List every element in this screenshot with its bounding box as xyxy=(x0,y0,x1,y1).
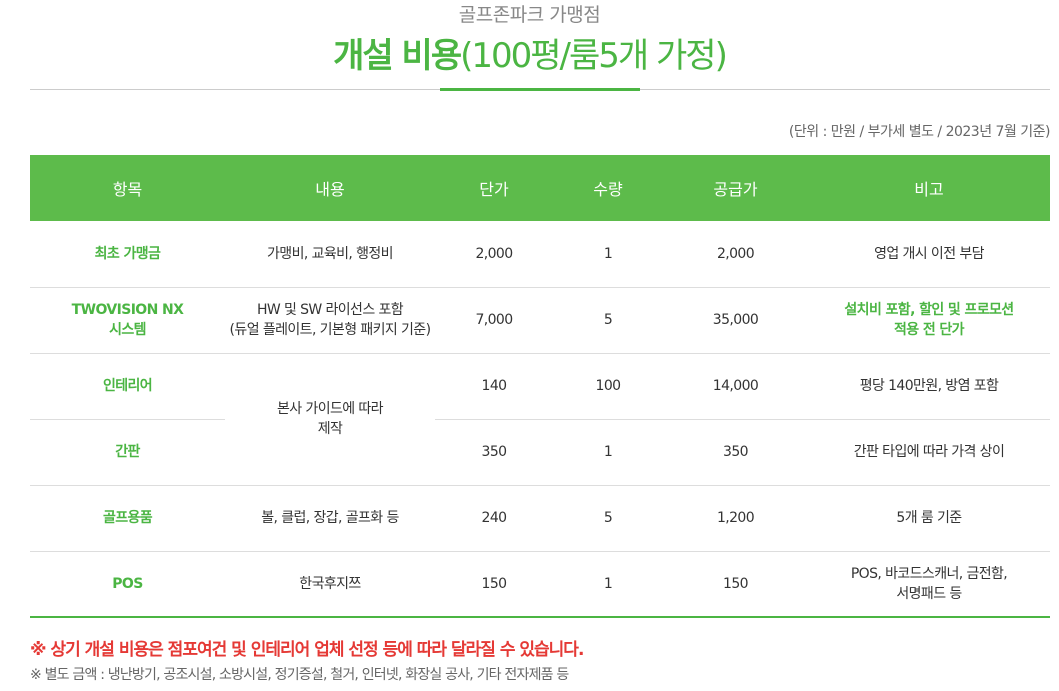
header-note: 비고 xyxy=(808,155,1050,221)
row-item: TWOVISION NX 시스템 xyxy=(30,287,225,354)
row-item: 최초 가맹금 xyxy=(30,221,225,288)
header-content: 내용 xyxy=(225,155,435,221)
page-title-condition: (100평/룸5개 가정) xyxy=(460,36,728,76)
row-supply-price: 350 xyxy=(663,419,808,486)
table-row: POS 한국후지쯔 150 1 150 POS, 바코드스캐너, 금전함, 서명… xyxy=(30,551,1050,618)
row-unit-price: 350 xyxy=(435,419,553,486)
footnote-warning: ※ 상기 개설 비용은 점포여건 및 인테리어 업체 선정 등에 따라 달라질 … xyxy=(30,640,584,660)
row-content-merged: 본사 가이드에 따라 제작 xyxy=(225,353,435,486)
row-supply-price: 150 xyxy=(663,551,808,618)
row-quantity: 1 xyxy=(553,419,663,486)
row-note-line: 적용 전 단가 xyxy=(894,322,965,338)
header-quantity: 수량 xyxy=(553,155,663,221)
table-row: 간판 350 1 350 간판 타입에 따라 가격 상이 xyxy=(30,419,1050,486)
row-item-line: 시스템 xyxy=(109,322,146,338)
row-content-line: 제작 xyxy=(317,421,343,437)
row-item: 인테리어 xyxy=(30,353,225,420)
row-quantity: 5 xyxy=(553,485,663,552)
unit-note: (단위 : 만원 / 부가세 별도 / 2023년 7월 기준) xyxy=(788,124,1051,140)
row-content: 볼, 클럽, 장갑, 골프화 등 xyxy=(225,485,435,552)
table-row: 골프용품 볼, 클럽, 장갑, 골프화 등 240 5 1,200 5개 룸 기… xyxy=(30,485,1050,552)
row-item-line: TWOVISION NX xyxy=(71,302,184,318)
row-supply-price: 1,200 xyxy=(663,485,808,552)
row-unit-price: 140 xyxy=(435,353,553,420)
row-quantity: 1 xyxy=(553,221,663,288)
table-row: 최초 가맹금 가맹비, 교육비, 행정비 2,000 1 2,000 영업 개시… xyxy=(30,221,1050,288)
row-content: HW 및 SW 라이선스 포함 (듀얼 플레이트, 기본형 패키지 기준) xyxy=(225,287,435,354)
row-note: 평당 140만원, 방염 포함 xyxy=(808,353,1050,420)
row-content: 가맹비, 교육비, 행정비 xyxy=(225,221,435,288)
table-header-row: 항목 내용 단가 수량 공급가 비고 xyxy=(30,155,1050,221)
row-note-line: 서명패드 등 xyxy=(896,585,962,602)
header-supply-price: 공급가 xyxy=(663,155,808,221)
row-unit-price: 240 xyxy=(435,485,553,552)
row-supply-price: 14,000 xyxy=(663,353,808,420)
row-note-line: POS, 바코드스캐너, 금전함, xyxy=(850,565,1008,582)
cost-table: 항목 내용 단가 수량 공급가 비고 최초 가맹금 가맹비, 교육비, 행정비 … xyxy=(30,155,1050,618)
row-note: POS, 바코드스캐너, 금전함, 서명패드 등 xyxy=(808,551,1050,618)
table-row: 인테리어 본사 가이드에 따라 제작 140 100 14,000 평당 140… xyxy=(30,353,1050,486)
header-unit-price: 단가 xyxy=(435,155,553,221)
page-title-main: 개설 비용 xyxy=(333,36,462,76)
row-note: 간판 타입에 따라 가격 상이 xyxy=(808,419,1050,486)
header-item: 항목 xyxy=(30,155,225,221)
row-unit-price: 2,000 xyxy=(435,221,553,288)
row-content-line: (듀얼 플레이트, 기본형 패키지 기준) xyxy=(229,322,432,338)
row-quantity: 5 xyxy=(553,287,663,354)
row-note: 5개 룸 기준 xyxy=(808,485,1050,552)
row-supply-price: 35,000 xyxy=(663,287,808,354)
row-quantity: 100 xyxy=(553,353,663,420)
row-item: 간판 xyxy=(30,419,225,486)
page-title: 개설 비용(100평/룸5개 가정) xyxy=(0,28,1059,77)
row-unit-price: 7,000 xyxy=(435,287,553,354)
row-content: 한국후지쯔 xyxy=(225,551,435,618)
page-subtitle: 골프존파크 가맹점 xyxy=(458,4,601,26)
row-quantity: 1 xyxy=(553,551,663,618)
row-note: 설치비 포함, 할인 및 프로모션 적용 전 단가 xyxy=(808,287,1050,354)
row-content-line: HW 및 SW 라이선스 포함 xyxy=(256,302,404,318)
table-row: TWOVISION NX 시스템 HW 및 SW 라이선스 포함 (듀얼 플레이… xyxy=(30,287,1050,354)
row-note: 영업 개시 이전 부담 xyxy=(808,221,1050,288)
title-divider-accent xyxy=(440,88,640,91)
row-item: 골프용품 xyxy=(30,485,225,552)
row-content-line: 본사 가이드에 따라 xyxy=(277,401,384,417)
row-unit-price: 150 xyxy=(435,551,553,618)
footnote-extra-costs: ※ 별도 금액 : 냉난방기, 공조시설, 소방시설, 정기증설, 철거, 인터… xyxy=(30,667,569,683)
row-item: POS xyxy=(30,551,225,618)
row-note-line: 설치비 포함, 할인 및 프로모션 xyxy=(844,302,1014,318)
row-supply-price: 2,000 xyxy=(663,221,808,288)
